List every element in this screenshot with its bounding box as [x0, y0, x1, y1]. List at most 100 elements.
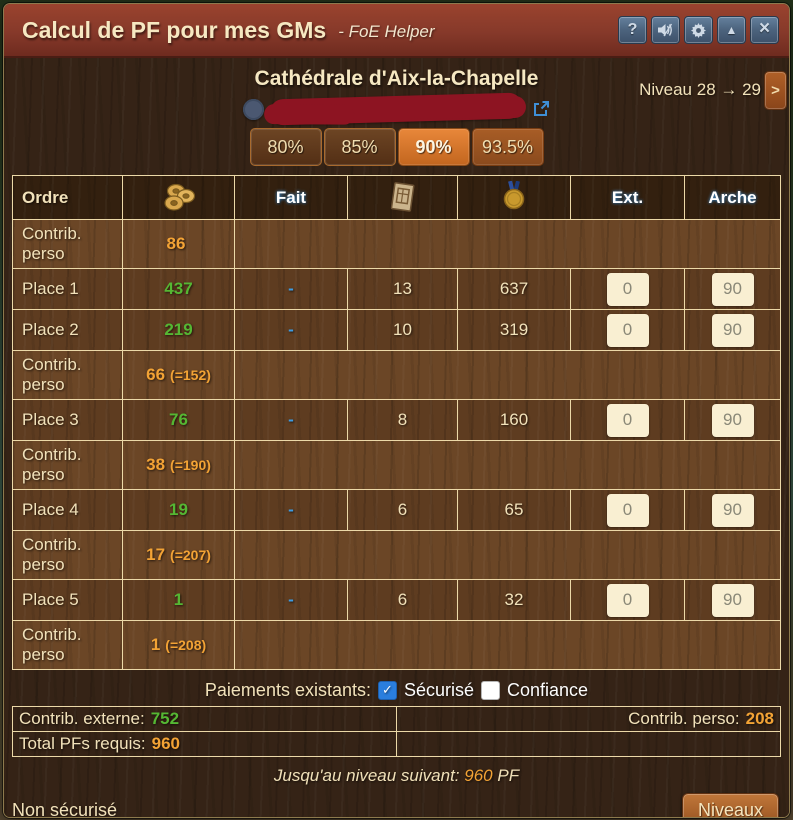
row-label: Contrib. perso: [13, 351, 123, 399]
close-icon: ×: [758, 17, 771, 39]
row-label: Contrib. perso: [13, 621, 123, 669]
levels-button[interactable]: Niveaux: [681, 793, 779, 817]
arche-input[interactable]: [711, 403, 754, 437]
speaker-muted-icon: [657, 23, 674, 37]
empty-cell: [235, 441, 780, 489]
ext-input[interactable]: [606, 583, 649, 617]
medal-icon: [458, 176, 571, 219]
contrib-external-value: 752: [150, 709, 180, 728]
contrib-value: 17: [146, 545, 166, 565]
table-row-contrib: Contrib. perso 38 (=190): [13, 440, 780, 489]
blueprint-value: 8: [348, 400, 458, 440]
chevron-right-icon: >: [771, 82, 780, 99]
help-button[interactable]: ?: [618, 16, 647, 44]
great-building-header: Cathédrale d'Aix-la-Chapelle Niveau 28 →…: [4, 58, 789, 175]
contrib-value: 1: [150, 635, 161, 655]
ext-input[interactable]: [606, 313, 649, 347]
table-row-place-3: Place 3 76 - 8 160: [13, 399, 780, 440]
medal-value: 160: [458, 400, 571, 440]
table-row-place-1: Place 1 437 - 13 637: [13, 268, 780, 309]
bottom-bar: Non sécurisé Niveaux: [4, 793, 789, 818]
table-row-contrib: Contrib. perso 66 (=152): [13, 350, 780, 399]
table-row-contrib: Contrib. perso 86: [13, 219, 780, 268]
row-label: Place 2: [13, 310, 123, 350]
fait-value: -: [235, 269, 348, 309]
arche-input[interactable]: [711, 583, 754, 617]
summary-table: Contrib. externe: 752 Contrib. perso: 20…: [12, 706, 781, 757]
question-icon: ?: [627, 21, 638, 38]
fp-value: 1: [123, 580, 235, 620]
fait-value: -: [235, 580, 348, 620]
percent-button-90[interactable]: 90%: [397, 128, 470, 166]
table-row-contrib: Contrib. perso 1 (=208): [13, 620, 780, 669]
payments-row: Paiements existants: ✓ Sécurisé Confianc…: [4, 679, 789, 701]
window-body: Cathédrale d'Aix-la-Chapelle Niveau 28 →…: [4, 58, 789, 818]
contrib-value: 66: [146, 365, 166, 385]
arche-input[interactable]: [711, 272, 754, 306]
arche-input[interactable]: [711, 493, 754, 527]
percent-button-85[interactable]: 85%: [323, 128, 396, 166]
header-ext[interactable]: Ext.: [571, 176, 685, 219]
percent-buttons: 80% 85% 90% 93.5%: [4, 128, 789, 166]
ext-input[interactable]: [606, 272, 649, 306]
ext-input[interactable]: [606, 493, 649, 527]
next-level-line: Jusqu'au niveau suivant: 960 PF: [273, 766, 520, 785]
collapse-button[interactable]: ▲: [717, 16, 746, 44]
fp-coins-icon: [123, 176, 235, 219]
blueprint-value: 13: [348, 269, 458, 309]
table-row-place-2: Place 2 219 - 10 319: [13, 309, 780, 350]
window-title: Calcul de PF pour mes GMs: [22, 16, 327, 43]
table-header-row: Ordre Fait: [13, 176, 780, 219]
medal-value: 65: [458, 490, 571, 530]
header-arche[interactable]: Arche: [708, 187, 757, 207]
fait-value: -: [235, 310, 348, 350]
arche-input[interactable]: [711, 313, 754, 347]
fait-value: -: [235, 490, 348, 530]
contrib-perso-cell: Contrib. perso: 208: [396, 707, 780, 732]
security-status: Non sécurisé: [12, 800, 118, 818]
row-label: Place 3: [13, 400, 123, 440]
ext-input[interactable]: [606, 403, 649, 437]
row-label: Place 1: [13, 269, 123, 309]
row-label: Place 4: [13, 490, 123, 530]
gear-icon: [691, 22, 706, 38]
medal-value: 32: [458, 580, 571, 620]
medal-value: 319: [458, 310, 571, 350]
trust-checkbox[interactable]: [481, 680, 501, 700]
empty-cell: [235, 220, 780, 268]
settings-button[interactable]: [684, 16, 713, 44]
secured-checkbox[interactable]: ✓: [377, 680, 397, 700]
fait-value: -: [235, 400, 348, 440]
contrib-perso-value: 208: [745, 709, 774, 728]
empty-cell: [235, 531, 780, 579]
building-name: Cathédrale d'Aix-la-Chapelle: [254, 67, 539, 90]
total-required-value: 960: [151, 734, 180, 753]
triangle-up-icon: ▲: [725, 23, 738, 37]
header-fait[interactable]: Fait: [235, 176, 348, 219]
row-label: Contrib. perso: [13, 220, 123, 268]
total-required-cell: Total PFs requis: 960: [13, 732, 397, 756]
trust-label: Confiance: [507, 679, 589, 700]
external-link-icon[interactable]: [532, 100, 550, 118]
empty-cell: [235, 351, 780, 399]
titlebar-buttons: ? ▲ ×: [618, 16, 779, 44]
next-level-button[interactable]: >: [764, 71, 787, 110]
table-row-contrib: Contrib. perso 17 (=207): [13, 530, 780, 579]
fp-value: 219: [123, 310, 235, 350]
foe-helper-window: Calcul de PF pour mes GMs - FoE Helper ?…: [3, 3, 790, 818]
blueprint-icon: [348, 176, 458, 219]
empty-cell: [235, 621, 780, 669]
contrib-value: 86: [166, 234, 186, 254]
close-button[interactable]: ×: [750, 16, 779, 44]
window-subtitle: - FoE Helper: [338, 22, 435, 41]
titlebar: Calcul de PF pour mes GMs - FoE Helper ?…: [4, 4, 789, 58]
percent-button-80[interactable]: 80%: [249, 128, 322, 166]
blueprint-value: 10: [348, 310, 458, 350]
contribution-table: Ordre Fait: [12, 175, 781, 670]
sound-button[interactable]: [651, 16, 680, 44]
percent-button-93-5[interactable]: 93.5%: [471, 128, 544, 166]
empty-summary-cell: [397, 732, 781, 756]
row-label: Contrib. perso: [13, 441, 123, 489]
payments-label: Paiements existants:: [204, 679, 371, 700]
player-row: [4, 92, 789, 126]
